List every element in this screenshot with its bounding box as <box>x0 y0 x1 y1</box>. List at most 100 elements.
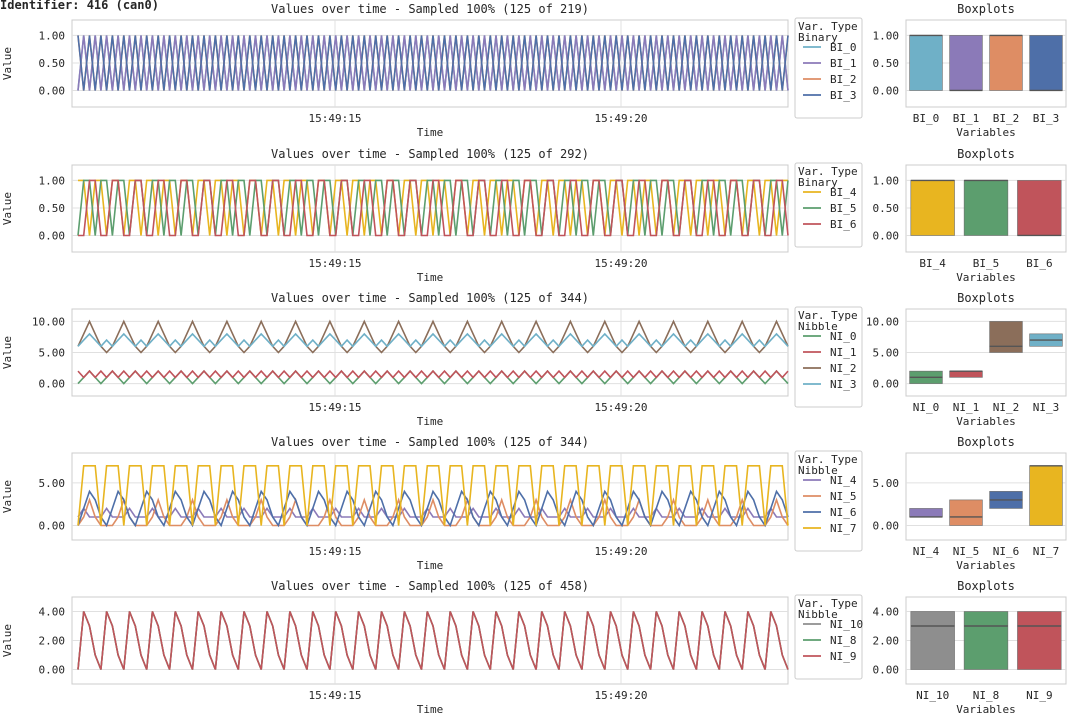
chart-title: Values over time - Sampled 100% (125 of … <box>271 579 589 593</box>
box-x-tick-label: BI_6 <box>1026 257 1053 270</box>
legend-label: NI_10 <box>830 618 863 631</box>
box-y-tick-label: 0.00 <box>873 520 900 533</box>
boxplot-title: Boxplots <box>957 435 1015 449</box>
legend-title: Nibble <box>798 608 838 621</box>
y-tick-label: 0.50 <box>39 57 66 70</box>
box-y-tick-label: 5.00 <box>873 477 900 490</box>
legend-box <box>794 306 863 408</box>
box-y-tick-label: 2.00 <box>873 635 900 648</box>
legend-label: BI_4 <box>830 186 857 199</box>
y-tick-label: 0.00 <box>39 84 66 97</box>
box-x-tick-label: NI_9 <box>1026 689 1053 702</box>
box-NI_9 <box>1017 611 1062 670</box>
chart-title: Values over time - Sampled 100% (125 of … <box>271 291 589 305</box>
legend-label: BI_6 <box>830 218 857 231</box>
legend-label: NI_6 <box>830 506 857 519</box>
series-line-NI_7 <box>77 464 789 526</box>
box-x-tick-label: NI_1 <box>953 401 980 414</box>
series-line-NI_6 <box>77 489 789 528</box>
y-tick-label: 4.00 <box>39 606 66 619</box>
x-axis-label: Time <box>417 703 444 716</box>
x-tick-label: 15:49:15 <box>309 689 362 702</box>
chart-title: Values over time - Sampled 100% (125 of … <box>271 435 589 449</box>
x-tick-label: 15:49:15 <box>309 401 362 414</box>
box-x-tick-label: BI_2 <box>993 112 1020 125</box>
boxplot-title: Boxplots <box>957 291 1015 305</box>
series-line-BI_1 <box>77 35 789 91</box>
x-axis-label: Time <box>417 559 444 572</box>
series-line-NI_2 <box>77 319 789 354</box>
y-tick-label: 0.00 <box>39 520 66 533</box>
legend-label: NI_9 <box>830 650 857 663</box>
x-tick-label: 15:49:20 <box>595 689 648 702</box>
box-x-tick-label: NI_10 <box>916 689 949 702</box>
box-x-tick-label: NI_8 <box>973 689 1000 702</box>
y-tick-label: 0.00 <box>39 378 66 391</box>
y-tick-label: 5.00 <box>39 347 66 360</box>
box-NI_7 <box>1029 465 1063 526</box>
y-tick-label: 10.00 <box>32 315 65 328</box>
box-y-tick-label: 0.50 <box>873 57 900 70</box>
y-axis-label: Value <box>1 192 14 225</box>
x-tick-label: 15:49:15 <box>309 545 362 558</box>
legend-box <box>794 450 863 552</box>
box-y-tick-label: 0.50 <box>873 202 900 215</box>
box-x-axis-label: Variables <box>956 271 1016 284</box>
box-y-tick-label: 5.00 <box>873 347 900 360</box>
legend-label: BI_5 <box>830 202 857 215</box>
page-title: Identifier: 416 (can0) <box>0 0 159 12</box>
box-y-tick-label: 0.00 <box>873 84 900 97</box>
legend-title: Nibble <box>798 464 838 477</box>
x-tick-label: 15:49:20 <box>595 545 648 558</box>
box-y-tick-label: 10.00 <box>866 315 899 328</box>
x-tick-label: 15:49:20 <box>595 401 648 414</box>
y-tick-label: 0.50 <box>39 202 66 215</box>
box-x-tick-label: BI_4 <box>919 257 946 270</box>
legend-label: BI_2 <box>830 73 857 86</box>
box-y-tick-label: 0.00 <box>873 378 900 391</box>
boxplot-title: Boxplots <box>957 2 1015 16</box>
y-axis-label: Value <box>1 336 14 369</box>
legend-label: NI_4 <box>830 474 857 487</box>
box-NI_4 <box>909 508 943 518</box>
x-axis-label: Time <box>417 271 444 284</box>
legend-title: Binary <box>798 176 838 189</box>
legend-title: Var. Type <box>798 165 858 178</box>
box-NI_8 <box>963 611 1009 670</box>
legend-label: NI_3 <box>830 378 857 391</box>
box-x-tick-label: NI_4 <box>913 545 940 558</box>
box-x-tick-label: NI_0 <box>913 401 940 414</box>
box-BI_0 <box>909 35 943 91</box>
legend-title: Var. Type <box>798 453 858 466</box>
chart-title: Values over time - Sampled 100% (125 of … <box>271 147 589 161</box>
box-x-tick-label: BI_3 <box>1033 112 1060 125</box>
box-x-axis-label: Variables <box>956 415 1016 428</box>
box-BI_6 <box>1017 180 1062 236</box>
x-tick-label: 15:49:15 <box>309 257 362 270</box>
box-x-axis-label: Variables <box>956 126 1016 139</box>
box-NI_1 <box>949 370 983 378</box>
y-tick-label: 0.00 <box>39 229 66 242</box>
box-BI_4 <box>910 180 955 236</box>
box-BI_3 <box>1029 35 1063 91</box>
y-tick-label: 0.00 <box>39 664 66 677</box>
box-x-tick-label: NI_2 <box>993 401 1020 414</box>
box-x-tick-label: NI_6 <box>993 545 1020 558</box>
x-tick-label: 15:49:15 <box>309 112 362 125</box>
x-axis-label: Time <box>417 415 444 428</box>
box-y-tick-label: 4.00 <box>873 606 900 619</box>
legend-label: NI_0 <box>830 330 857 343</box>
y-axis-label: Value <box>1 480 14 513</box>
box-NI_5 <box>949 499 983 526</box>
series-line-NI_9 <box>77 611 789 670</box>
box-x-tick-label: NI_5 <box>953 545 980 558</box>
box-x-tick-label: BI_5 <box>973 257 1000 270</box>
legend-title: Binary <box>798 31 838 44</box>
y-axis-label: Value <box>1 624 14 657</box>
legend-label: NI_1 <box>830 346 857 359</box>
legend-title: Var. Type <box>798 309 858 322</box>
x-tick-label: 15:49:20 <box>595 112 648 125</box>
box-BI_1 <box>949 35 983 91</box>
box-NI_10 <box>910 611 955 670</box>
